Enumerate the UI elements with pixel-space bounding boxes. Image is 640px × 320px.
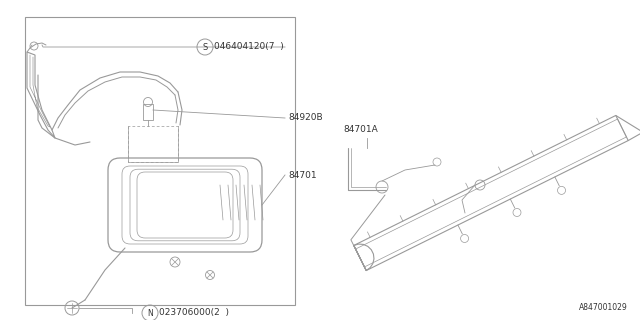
Text: A847001029: A847001029 [579, 303, 628, 312]
Text: 023706000(2  ): 023706000(2 ) [159, 308, 229, 317]
Text: 84920B: 84920B [288, 114, 323, 123]
Text: N: N [147, 308, 153, 317]
Bar [25, 17, 295, 305]
Text: 84701: 84701 [288, 171, 317, 180]
Text: 84701A: 84701A [343, 125, 378, 134]
Text: 046404120(7  ): 046404120(7 ) [214, 43, 284, 52]
Text: S: S [202, 43, 207, 52]
